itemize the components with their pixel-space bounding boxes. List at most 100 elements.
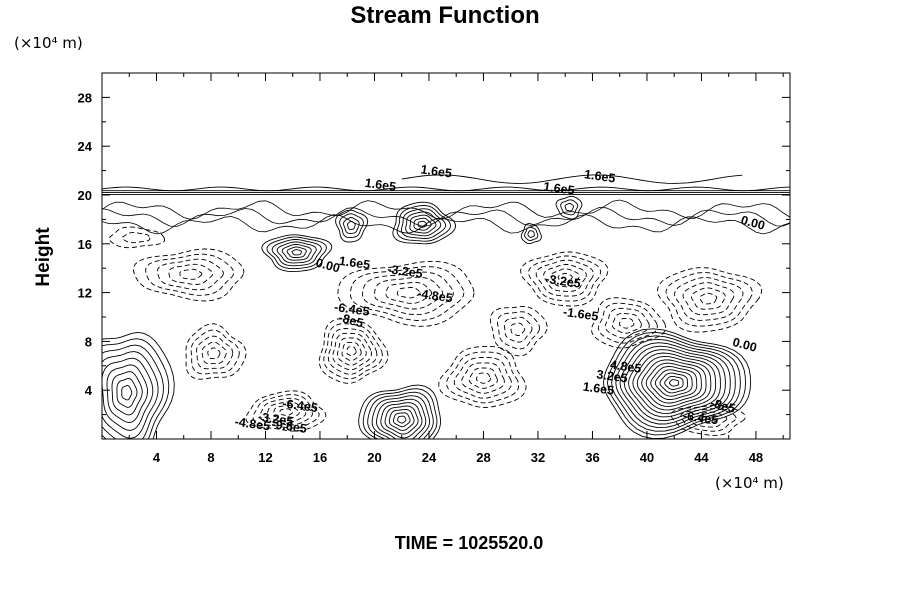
- contour-label: -6.4e5: [333, 300, 370, 319]
- contour-label: 1.6e5: [583, 167, 616, 185]
- positive-contour: [121, 385, 133, 401]
- upper-wavy-contour: [401, 174, 743, 184]
- x-tick-label: 28: [476, 450, 490, 465]
- x-tick-label: 12: [258, 450, 272, 465]
- positive-contour: [520, 223, 542, 245]
- chart-title: Stream Function: [350, 2, 539, 29]
- negative-contour: [207, 347, 221, 360]
- x-tick-label: 48: [749, 450, 763, 465]
- contour-label: -3.2e5: [257, 410, 294, 429]
- time-label: TIME = 1025520.0: [395, 533, 544, 553]
- y-tick-label: 28: [78, 90, 92, 105]
- positive-contour: [393, 412, 411, 428]
- contour-label: 3.2e5: [596, 367, 629, 385]
- positive-contour: [362, 388, 438, 439]
- positive-contour: [388, 408, 415, 431]
- y-axis-label: Height: [33, 227, 54, 287]
- positive-contour: [650, 366, 698, 401]
- positive-contour: [417, 220, 428, 228]
- negative-contour: [597, 302, 658, 344]
- positive-contour: [106, 364, 148, 424]
- positive-contour: [102, 331, 175, 439]
- boundary-contour: [101, 186, 791, 192]
- negative-contour: [201, 341, 227, 365]
- positive-contour: [102, 338, 170, 439]
- negative-contour: [438, 345, 527, 408]
- negative-contour: [680, 408, 737, 432]
- positive-contour: [611, 335, 741, 432]
- negative-contour: [557, 272, 573, 283]
- positive-contour: [659, 372, 689, 394]
- positive-contour: [628, 349, 721, 418]
- positive-contour: [266, 236, 327, 270]
- negative-contour: [689, 411, 728, 428]
- contour-label: -6.4e5: [682, 409, 719, 428]
- negative-contour: [510, 322, 526, 337]
- positive-contour: [396, 205, 451, 242]
- contour-label: 0.00: [739, 213, 766, 233]
- contour-label: -6.4e5: [282, 396, 319, 415]
- positive-contour: [615, 338, 736, 429]
- positive-contour: [632, 352, 717, 414]
- x-tick-label: 44: [694, 450, 709, 465]
- upper-band-contour: [102, 214, 790, 235]
- positive-contour: [380, 402, 423, 439]
- x-tick-label: 24: [422, 450, 437, 465]
- negative-contour: [332, 332, 373, 371]
- upper-boundary-lines: [101, 174, 791, 195]
- negative-contour: [670, 404, 746, 436]
- contour-label: 0.00: [314, 256, 341, 276]
- negative-contour: [252, 394, 320, 429]
- negative-contour: [475, 372, 491, 384]
- x-axis: 4 8 12 16 20 24 28 32 36 40 44 48: [128, 73, 784, 465]
- negative-contour: [373, 276, 444, 310]
- positive-contour: [645, 362, 702, 404]
- y-tick-label: 16: [78, 237, 92, 252]
- negative-contour: [362, 271, 454, 316]
- negative-contour: [323, 323, 383, 380]
- positive-contour: [261, 234, 333, 273]
- negative-contour: [604, 307, 650, 339]
- contour-label: -9.6e5: [271, 417, 308, 436]
- negative-contour: [618, 317, 635, 329]
- y-axis-unit-label: (×10⁴ m): [14, 34, 83, 52]
- positive-contour: [397, 415, 407, 424]
- positive-contour: [376, 398, 427, 439]
- positive-contour: [619, 342, 731, 425]
- positive-contour: [664, 375, 684, 390]
- negative-contour: [318, 318, 389, 384]
- positive-contour: [409, 214, 437, 234]
- negative-contour: [656, 267, 763, 333]
- positive-contour: [281, 243, 312, 261]
- negative-contour: [108, 226, 166, 249]
- positive-contour: [271, 239, 322, 267]
- negative-contour: [266, 401, 307, 423]
- contour-label: -8e5: [709, 396, 737, 416]
- positive-contour: [358, 384, 441, 439]
- positive-contour: [654, 369, 693, 397]
- negative-contour: [272, 404, 300, 420]
- negative-contour: [520, 251, 609, 307]
- negative-contour: [535, 259, 594, 297]
- x-tick-label: 36: [585, 450, 599, 465]
- contour-field: [102, 195, 790, 439]
- positive-contour: [102, 351, 159, 439]
- positive-contour: [560, 199, 579, 216]
- positive-contour: [276, 241, 317, 264]
- negative-contour: [550, 268, 580, 288]
- negative-contour: [185, 323, 247, 380]
- positive-contour: [102, 344, 164, 439]
- contour-label: 1.6e5: [542, 179, 575, 197]
- positive-contour: [413, 217, 432, 231]
- negative-contour: [699, 292, 718, 305]
- negative-contour: [503, 316, 533, 343]
- x-tick-label: 4: [153, 450, 161, 465]
- positive-contour: [291, 249, 303, 256]
- contour-label: -4.8e5: [234, 415, 271, 434]
- negative-contour: [133, 248, 245, 302]
- negative-contour: [121, 232, 151, 244]
- positive-contour: [367, 391, 434, 439]
- negative-contour: [145, 253, 235, 296]
